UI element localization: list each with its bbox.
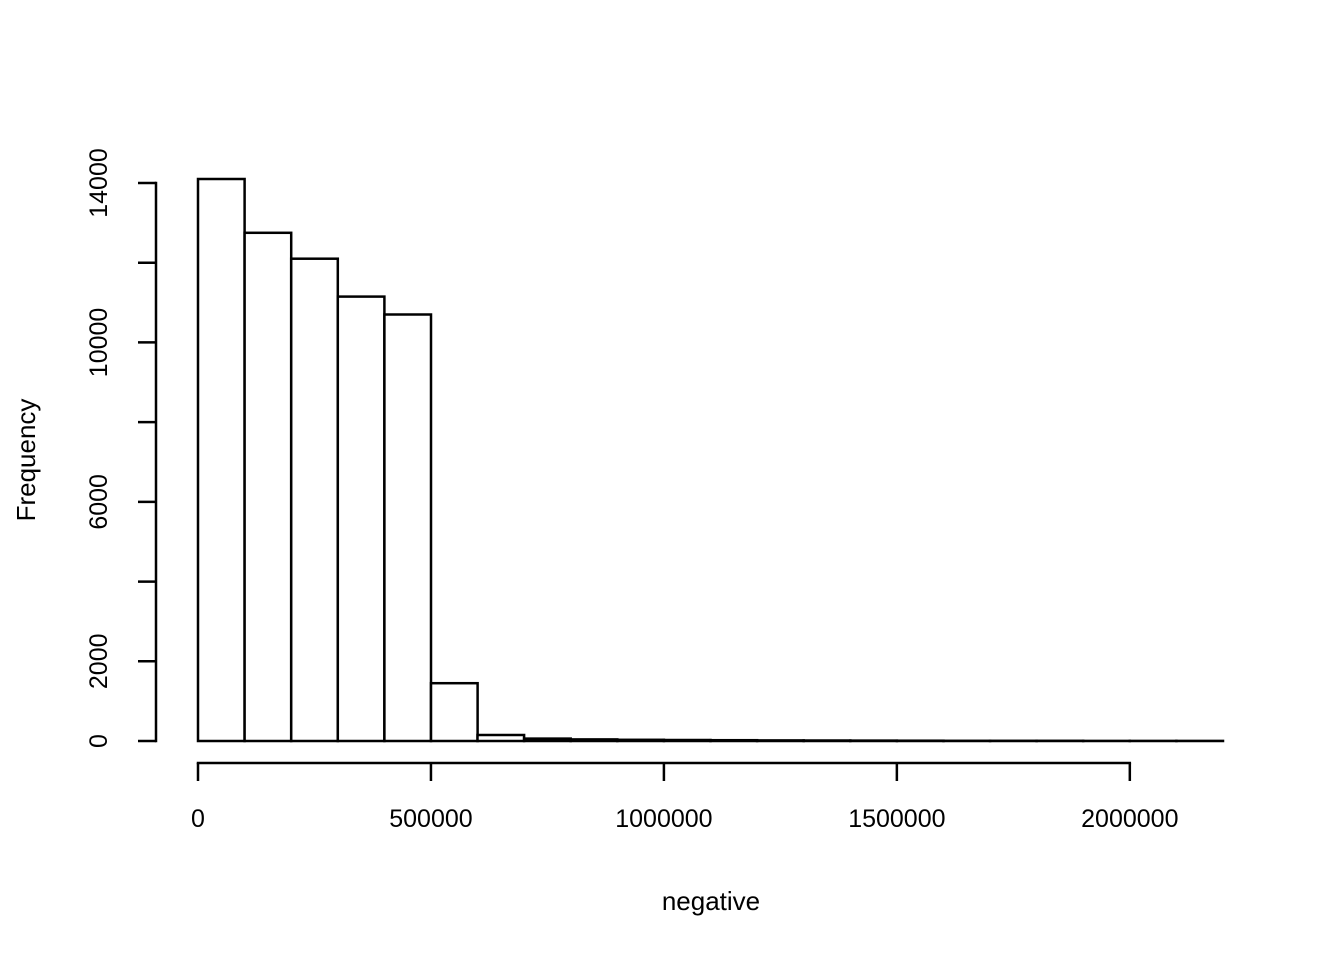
histogram-bar <box>243 231 293 743</box>
y-tick-label: 14000 <box>85 148 113 218</box>
y-tick-label: 6000 <box>85 474 113 530</box>
x-tick-label: 2000000 <box>1081 805 1178 833</box>
x-axis-title: negative <box>661 886 761 916</box>
histogram-bar <box>569 738 619 743</box>
histogram-bar <box>196 177 246 743</box>
histogram-bar <box>616 738 666 743</box>
histogram-bar <box>289 257 340 743</box>
y-axis-title: Frequency <box>11 398 41 522</box>
histogram-bar <box>383 313 433 743</box>
histogram-bar <box>662 738 712 743</box>
x-tick-label: 1000000 <box>615 805 712 833</box>
y-tick-label: 0 <box>85 734 113 748</box>
x-tick-label: 1500000 <box>848 805 945 833</box>
histogram-bar <box>476 733 526 743</box>
histogram-bar <box>755 739 805 743</box>
y-tick-label: 2000 <box>85 633 113 689</box>
histogram-bar <box>802 739 852 743</box>
x-tick-label: 500000 <box>389 805 472 833</box>
histogram-bar <box>336 295 386 743</box>
x-tick-label: 0 <box>191 805 205 833</box>
y-tick-label: 10000 <box>85 308 113 378</box>
histogram-bar <box>709 738 759 743</box>
histogram-bar <box>429 681 479 743</box>
histogram-bar <box>522 737 572 743</box>
